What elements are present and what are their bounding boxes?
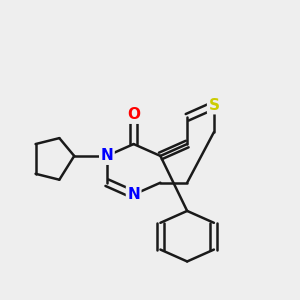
Text: N: N (127, 187, 140, 202)
Text: S: S (208, 98, 219, 113)
Text: N: N (100, 148, 113, 164)
Text: O: O (127, 107, 140, 122)
